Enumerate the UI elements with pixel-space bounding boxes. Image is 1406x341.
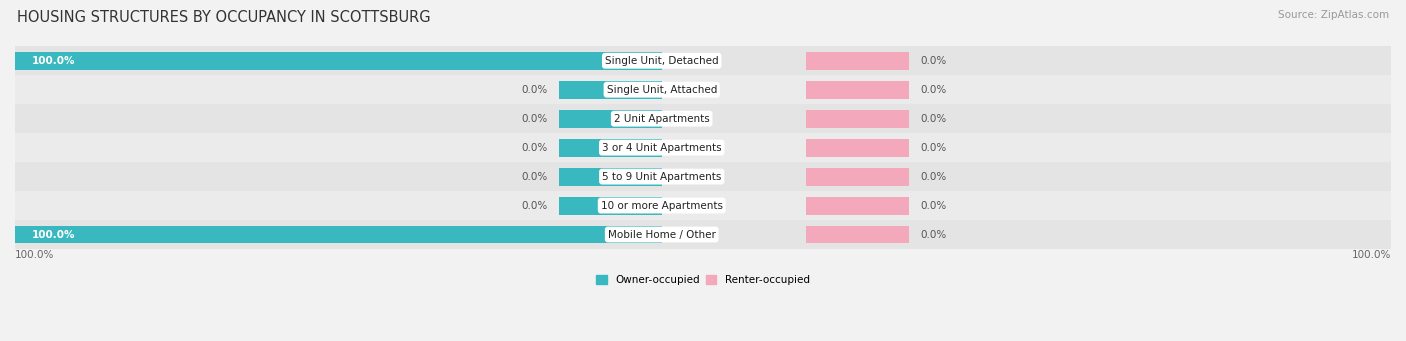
Bar [806, 110, 910, 128]
Bar [558, 196, 662, 214]
Text: 0.0%: 0.0% [522, 85, 547, 95]
Bar [15, 52, 662, 70]
Bar [806, 196, 910, 214]
Text: 3 or 4 Unit Apartments: 3 or 4 Unit Apartments [602, 143, 721, 153]
Text: Single Unit, Attached: Single Unit, Attached [606, 85, 717, 95]
Bar [806, 168, 910, 186]
Text: HOUSING STRUCTURES BY OCCUPANCY IN SCOTTSBURG: HOUSING STRUCTURES BY OCCUPANCY IN SCOTT… [17, 10, 430, 25]
Text: 10 or more Apartments: 10 or more Apartments [600, 201, 723, 210]
Text: 100.0%: 100.0% [15, 250, 55, 260]
Bar [15, 75, 1391, 104]
Bar [558, 168, 662, 186]
Bar [15, 225, 662, 243]
Bar [15, 46, 1391, 75]
Text: 0.0%: 0.0% [522, 201, 547, 210]
Text: 0.0%: 0.0% [921, 201, 946, 210]
Text: 0.0%: 0.0% [921, 85, 946, 95]
Text: 100.0%: 100.0% [1351, 250, 1391, 260]
Text: 0.0%: 0.0% [921, 114, 946, 124]
Text: 0.0%: 0.0% [921, 229, 946, 239]
Text: 0.0%: 0.0% [921, 143, 946, 153]
Bar [15, 162, 1391, 191]
Text: 2 Unit Apartments: 2 Unit Apartments [614, 114, 710, 124]
Text: 100.0%: 100.0% [31, 229, 75, 239]
Text: 0.0%: 0.0% [921, 172, 946, 182]
Bar [806, 81, 910, 99]
Bar [15, 191, 1391, 220]
Bar [15, 104, 1391, 133]
Text: Single Unit, Detached: Single Unit, Detached [605, 56, 718, 66]
Bar [558, 81, 662, 99]
Text: 0.0%: 0.0% [522, 172, 547, 182]
Text: Mobile Home / Other: Mobile Home / Other [607, 229, 716, 239]
Text: 100.0%: 100.0% [31, 56, 75, 66]
Text: 0.0%: 0.0% [522, 143, 547, 153]
Text: Source: ZipAtlas.com: Source: ZipAtlas.com [1278, 10, 1389, 20]
Bar [806, 52, 910, 70]
Bar [806, 139, 910, 157]
Bar [806, 225, 910, 243]
Text: 0.0%: 0.0% [921, 56, 946, 66]
Legend: Owner-occupied, Renter-occupied: Owner-occupied, Renter-occupied [592, 271, 814, 289]
Text: 0.0%: 0.0% [522, 114, 547, 124]
Bar [558, 110, 662, 128]
Bar [15, 220, 1391, 249]
Bar [558, 139, 662, 157]
Bar [15, 133, 1391, 162]
Text: 5 to 9 Unit Apartments: 5 to 9 Unit Apartments [602, 172, 721, 182]
